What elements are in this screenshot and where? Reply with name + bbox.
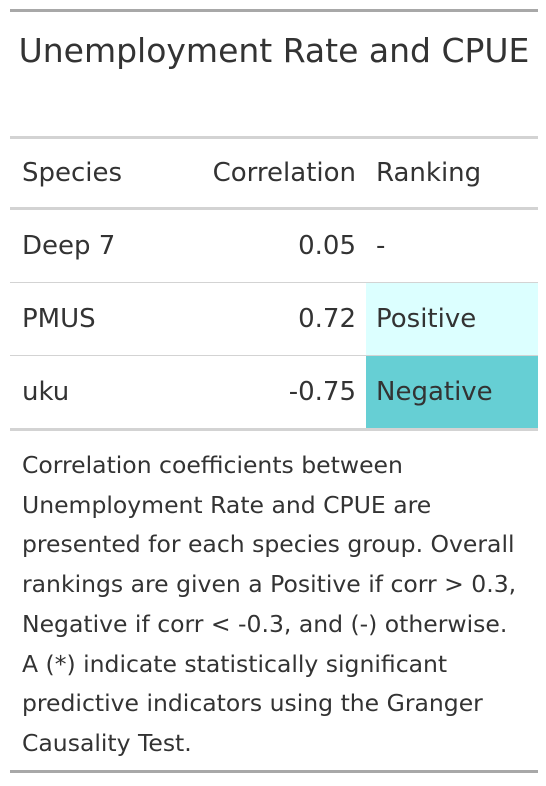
- table-row: Deep 7 0.05 -: [10, 210, 538, 282]
- column-header-correlation: Correlation: [212, 158, 356, 188]
- column-header-ranking: Ranking: [376, 158, 482, 188]
- body-bottom-rule: [10, 428, 538, 431]
- table-title: Unemployment Rate and CPUE: [18, 31, 530, 70]
- species-cell: PMUS: [22, 304, 96, 334]
- table-row: PMUS 0.72 Positive: [10, 283, 538, 355]
- ranking-cell: Negative: [366, 356, 538, 428]
- row-divider: [10, 282, 538, 283]
- ranking-cell: -: [366, 210, 538, 282]
- correlation-cell: 0.05: [298, 231, 356, 261]
- header-rule: [10, 207, 538, 210]
- table-row: uku -0.75 Negative: [10, 356, 538, 428]
- correlation-table: Unemployment Rate and CPUE Species Corre…: [10, 9, 538, 773]
- header-row: Species Correlation Ranking: [10, 139, 538, 207]
- column-header-species: Species: [22, 158, 123, 188]
- species-cell: Deep 7: [22, 231, 116, 261]
- row-divider: [10, 355, 538, 356]
- table-footnote: Correlation coefficients between Unemplo…: [22, 451, 517, 757]
- correlation-cell: 0.72: [298, 304, 356, 334]
- correlation-cell: -0.75: [288, 377, 356, 407]
- bottom-rule: [10, 770, 538, 773]
- species-cell: uku: [22, 377, 70, 407]
- title-rule: [10, 136, 538, 139]
- top-rule: [10, 9, 538, 12]
- ranking-cell: Positive: [366, 283, 538, 355]
